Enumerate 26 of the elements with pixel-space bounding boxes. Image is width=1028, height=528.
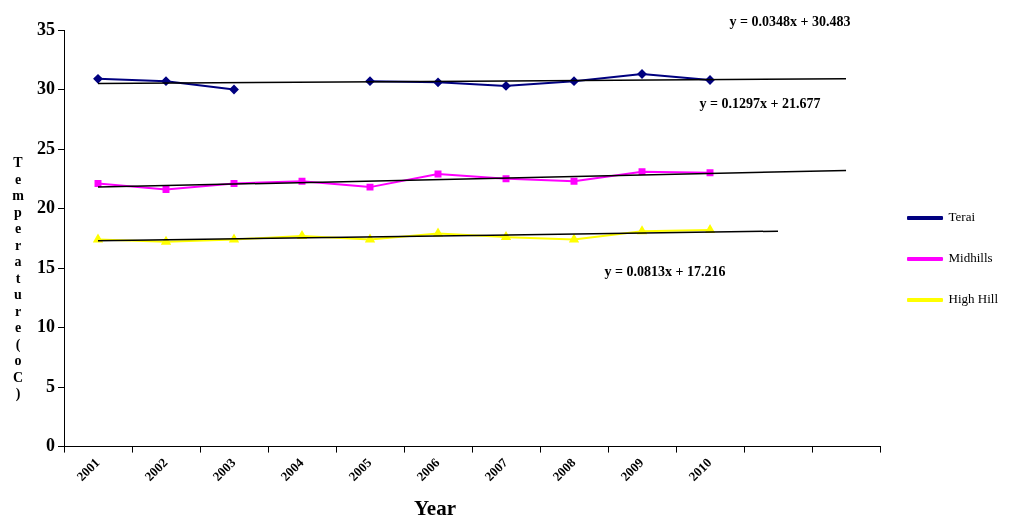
y-tick-label: 10 — [37, 316, 55, 337]
point — [501, 81, 511, 91]
annotation: y = 0.0813x + 17.216 — [604, 263, 726, 279]
annotation: y = 0.1297x + 21.677 — [699, 95, 821, 111]
x-tick-label: 2001 — [73, 454, 103, 484]
y-tick-label: 20 — [37, 197, 55, 218]
point — [229, 85, 239, 95]
y-tick-label: 25 — [37, 137, 55, 158]
point — [366, 183, 374, 191]
y-tick-label: 35 — [37, 18, 55, 39]
y-tick-label: 5 — [46, 375, 55, 396]
point — [637, 69, 647, 79]
point — [162, 186, 170, 193]
x-axis-title: Year — [413, 496, 457, 521]
y-tick-label: 30 — [37, 78, 55, 99]
y-tick-label: 15 — [37, 256, 55, 277]
legend-label: Midhills — [948, 250, 993, 266]
point — [570, 177, 578, 185]
text: y = 0.0348x + 30.483 — [729, 13, 851, 29]
point — [93, 74, 103, 84]
text: Temperature (oC) — [12, 155, 24, 401]
legend-label: Terai — [948, 209, 976, 225]
y-tick-label: 0 — [46, 435, 55, 456]
point — [569, 234, 579, 243]
legend-label: High Hill — [948, 291, 999, 307]
point — [161, 236, 171, 245]
